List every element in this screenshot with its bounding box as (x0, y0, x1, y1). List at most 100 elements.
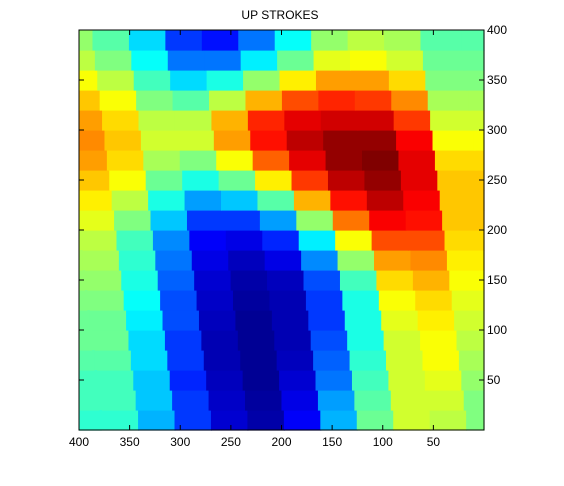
heatmap-cell (364, 170, 402, 191)
heatmap-cell (284, 110, 322, 131)
heatmap-cell (349, 350, 387, 371)
x-tick-label: 400 (69, 435, 89, 449)
heatmap-cell (170, 70, 208, 91)
heatmap-cell (242, 370, 281, 391)
heatmap-cell (238, 30, 276, 51)
heatmap-cell (143, 150, 181, 171)
heatmap-cell (79, 230, 118, 251)
heatmap-cell (264, 250, 303, 271)
heatmap-cell (206, 370, 244, 391)
heatmap-cell (133, 70, 172, 91)
heatmap-cell (461, 370, 485, 391)
heatmap-cell (118, 250, 157, 271)
heatmap-cell (160, 290, 198, 311)
heatmap-cell (162, 310, 200, 331)
heatmap-cell (388, 370, 426, 391)
heatmap-cell (289, 150, 327, 171)
heatmap-cell (157, 270, 196, 291)
heatmap-cell (267, 270, 305, 291)
heatmap-cell (463, 50, 484, 71)
heatmap-cell (347, 30, 386, 51)
heatmap-cell (283, 410, 322, 431)
heatmap-cell (79, 190, 113, 211)
heatmap-cell (179, 150, 218, 171)
heatmap-cell (128, 30, 167, 51)
heatmap-cell (184, 190, 222, 211)
heatmap-cell (102, 110, 140, 131)
heatmap-cell (470, 110, 484, 131)
heatmap-cell (79, 310, 90, 331)
heatmap-cell (269, 290, 307, 311)
heatmap-cell (390, 390, 429, 411)
heatmap-cell (216, 150, 254, 171)
heatmap-cell (482, 210, 484, 231)
heatmap-cell (201, 330, 239, 351)
heatmap-cell (354, 390, 392, 411)
heatmap-cell (271, 310, 310, 331)
heatmap-cell (79, 150, 108, 171)
heatmap-cell (243, 70, 281, 91)
heatmap-cell (293, 190, 332, 211)
y-tick-label: 400 (487, 23, 507, 37)
heatmap-cell (204, 50, 242, 71)
heatmap-cell (79, 310, 128, 331)
heatmap-cell (318, 90, 356, 111)
heatmap-cell (320, 110, 359, 131)
heatmap-cell (466, 410, 485, 431)
heatmap-cell (301, 250, 339, 271)
heatmap-cell (391, 90, 429, 111)
heatmap-cell (449, 270, 485, 291)
x-tick-label: 350 (120, 435, 140, 449)
heatmap-cell (97, 70, 135, 91)
heatmap-cell (344, 310, 383, 331)
heatmap-cell (317, 390, 356, 411)
heatmap-cell (257, 190, 295, 211)
heatmap-cell (79, 290, 88, 311)
heatmap-cell (339, 270, 378, 291)
heatmap-cell (99, 90, 138, 111)
heatmap-cell (473, 130, 484, 151)
heatmap-cell (371, 230, 410, 251)
heatmap-cell (480, 190, 484, 211)
heatmap-cell (424, 370, 463, 391)
heatmap-cell (325, 150, 363, 171)
y-axis-ticks: 50 100 150 200 250 300 350 400 (79, 23, 507, 387)
heatmap-cell (140, 130, 179, 151)
heatmap-cell (262, 230, 300, 251)
heatmap-cell (230, 270, 269, 291)
heatmap-cell (255, 170, 293, 191)
heatmap-cell (277, 50, 315, 71)
heatmap-cell (218, 170, 257, 191)
heatmap-cell (123, 290, 162, 311)
heatmap-cell (310, 330, 349, 351)
heatmap-cell (126, 310, 164, 331)
heatmap-cell (211, 110, 249, 131)
y-tick-label: 150 (487, 273, 507, 287)
heatmap-cell (311, 30, 349, 51)
heatmap-cell (378, 290, 417, 311)
heatmap-cells (79, 30, 485, 431)
heatmap-cell (281, 390, 319, 411)
heatmap-cell (330, 190, 368, 211)
heatmap-cell (223, 210, 261, 231)
heatmap-cell (172, 390, 210, 411)
heatmap-cell (201, 30, 240, 51)
heatmap-cell (79, 330, 93, 351)
heatmap-cell (454, 310, 485, 331)
heatmap-cell (167, 50, 206, 71)
heatmap-cell (461, 30, 484, 51)
heatmap-cell (279, 70, 317, 91)
heatmap-cell (446, 250, 485, 271)
heatmap-cell (240, 50, 279, 71)
heatmap-cell (323, 130, 361, 151)
heatmap-cell (138, 110, 176, 131)
heatmap-cell (374, 250, 412, 271)
heatmap-cell (135, 390, 174, 411)
heatmap-cell (305, 290, 344, 311)
heatmap-cell (432, 130, 485, 151)
heatmap-cell (79, 230, 81, 251)
heatmap-cell (240, 350, 278, 371)
heatmap-cell (79, 270, 123, 291)
heatmap-cell (400, 170, 439, 191)
heatmap-cell (164, 330, 203, 351)
